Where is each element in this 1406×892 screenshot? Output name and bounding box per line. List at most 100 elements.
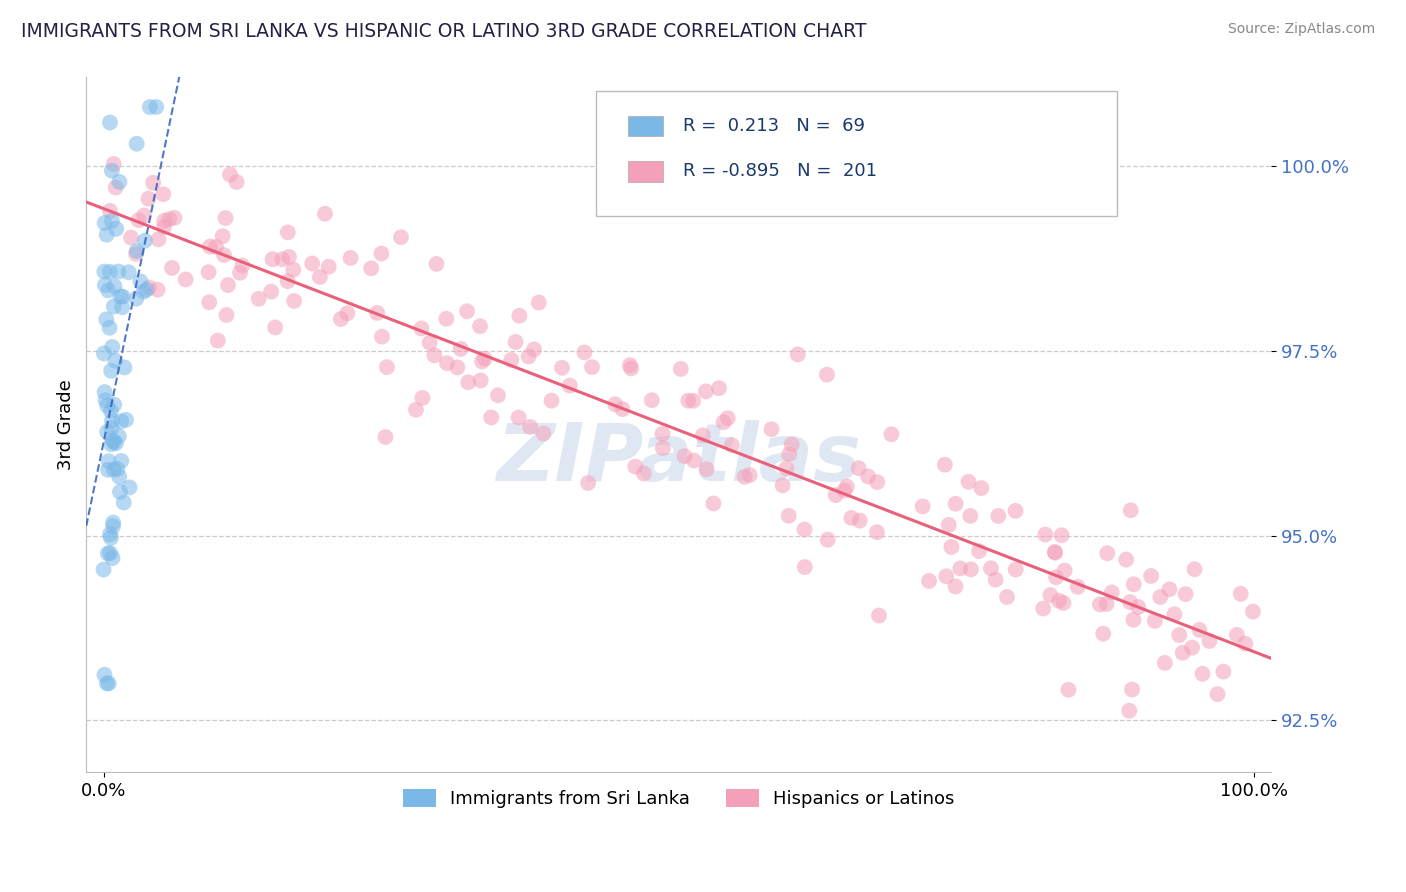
Point xyxy=(612,402,634,417)
Point xyxy=(1163,607,1185,622)
Point xyxy=(1149,590,1171,604)
Point xyxy=(558,378,581,392)
Point xyxy=(108,484,131,499)
Point xyxy=(366,306,388,320)
Point xyxy=(775,461,797,475)
Point xyxy=(148,232,170,246)
Point xyxy=(370,246,392,260)
Point xyxy=(702,496,724,510)
Point xyxy=(93,346,115,360)
Point xyxy=(517,350,540,364)
Point xyxy=(114,360,136,375)
Point xyxy=(329,312,352,326)
Point xyxy=(214,211,236,225)
Point xyxy=(533,426,555,441)
Point xyxy=(841,511,863,525)
Point xyxy=(761,422,783,436)
Point xyxy=(1229,587,1251,601)
Point xyxy=(848,461,870,475)
Point xyxy=(957,475,980,489)
Point xyxy=(1101,585,1123,599)
Point xyxy=(108,175,131,189)
Point xyxy=(100,420,122,434)
Point xyxy=(834,483,856,498)
Point xyxy=(157,212,180,227)
Point xyxy=(695,384,717,399)
Point xyxy=(479,410,502,425)
Point xyxy=(772,478,794,492)
Point xyxy=(205,240,228,254)
Point xyxy=(717,411,740,425)
Point xyxy=(938,517,960,532)
Point xyxy=(101,434,124,448)
Point xyxy=(1143,614,1166,628)
Point xyxy=(508,309,530,323)
Point xyxy=(651,441,673,455)
Point xyxy=(118,265,141,279)
Point xyxy=(527,295,550,310)
Point xyxy=(217,278,239,293)
Point xyxy=(107,462,129,476)
Point xyxy=(411,321,433,335)
Point xyxy=(277,274,299,288)
Point xyxy=(138,280,160,294)
Point xyxy=(93,384,115,399)
Point xyxy=(866,475,889,489)
Point xyxy=(411,391,433,405)
Point xyxy=(1115,552,1137,566)
Point xyxy=(115,413,138,427)
Point xyxy=(1241,605,1264,619)
Point xyxy=(215,308,238,322)
Point xyxy=(540,393,562,408)
FancyBboxPatch shape xyxy=(627,116,664,136)
Point xyxy=(264,320,287,334)
Point xyxy=(934,458,956,472)
Point xyxy=(101,413,124,427)
Point xyxy=(423,348,446,362)
Point xyxy=(633,467,655,481)
Point xyxy=(738,468,761,483)
Point xyxy=(314,207,336,221)
Point xyxy=(152,187,174,202)
Point xyxy=(949,561,972,575)
Point xyxy=(446,360,468,375)
Point xyxy=(94,278,117,293)
Point xyxy=(1191,666,1213,681)
Point xyxy=(98,546,121,560)
Point xyxy=(935,569,957,583)
Point xyxy=(849,514,872,528)
Point xyxy=(125,292,148,306)
Point xyxy=(1168,628,1191,642)
Point xyxy=(98,203,121,218)
Point xyxy=(673,449,696,463)
Point xyxy=(212,248,235,262)
Point xyxy=(211,229,233,244)
Point xyxy=(93,264,115,278)
Point xyxy=(651,426,673,441)
Point xyxy=(1052,596,1074,610)
Point xyxy=(96,312,118,326)
Point xyxy=(486,388,509,402)
Point xyxy=(371,329,394,343)
Point xyxy=(219,168,242,182)
Point xyxy=(93,667,115,681)
Point xyxy=(780,437,803,451)
Point xyxy=(308,270,330,285)
Point xyxy=(624,459,647,474)
Point xyxy=(134,209,156,223)
Point xyxy=(967,544,990,558)
Point xyxy=(918,574,941,588)
Point xyxy=(1043,546,1066,560)
Point xyxy=(104,180,127,194)
Point xyxy=(101,519,124,533)
Point xyxy=(101,214,124,228)
Point xyxy=(142,176,165,190)
Point xyxy=(98,265,121,279)
Point xyxy=(98,115,121,129)
Point xyxy=(153,220,176,235)
Point xyxy=(110,289,132,303)
FancyBboxPatch shape xyxy=(596,91,1118,217)
Point xyxy=(669,362,692,376)
Point xyxy=(96,399,118,413)
Point xyxy=(103,435,125,450)
